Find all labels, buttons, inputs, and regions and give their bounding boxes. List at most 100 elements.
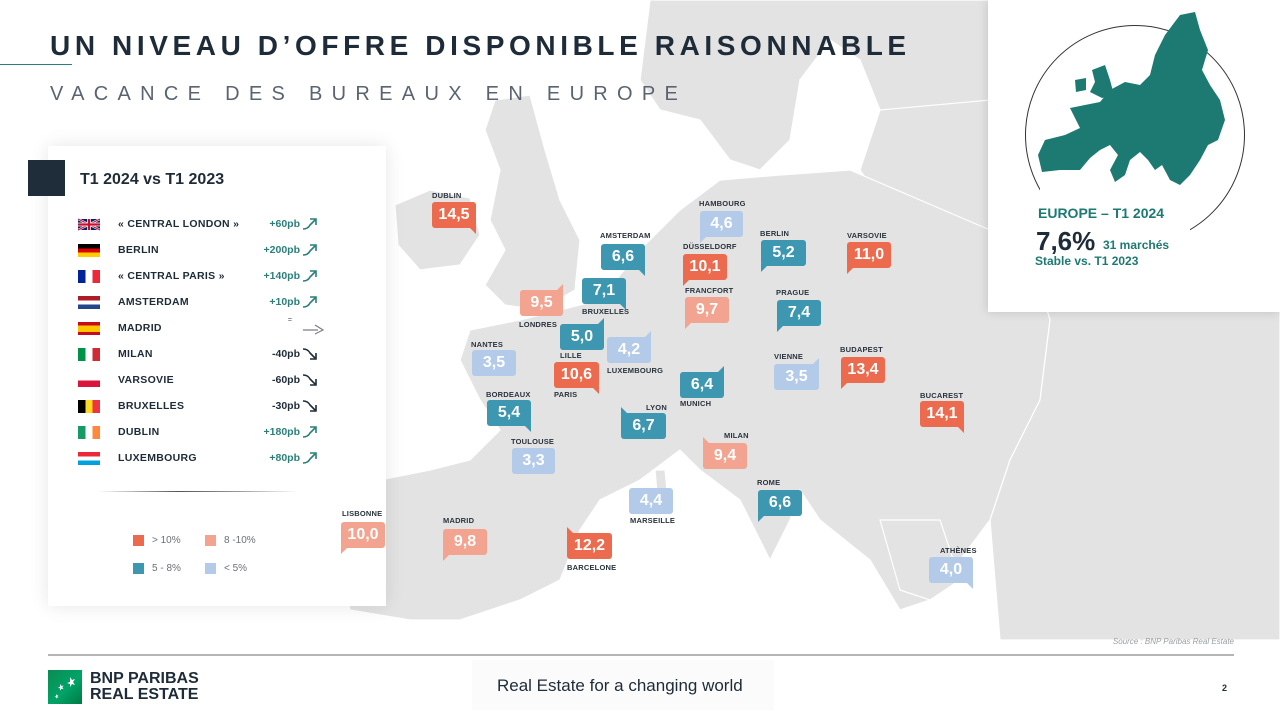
vacancy-marker[interactable]: 10,0 [341,522,385,554]
change-city: LUXEMBOURG [118,452,197,464]
marker-label: LISBONNE [342,509,383,518]
change-row: AMSTERDAM +10pb [78,289,318,315]
vacancy-marker[interactable]: 3,5 [472,350,516,376]
legend-label: 8 -10% [224,535,256,546]
change-city: « CENTRAL LONDON » [118,218,240,230]
change-delta: +60pb [269,218,300,230]
marker-label: DÜSSELDORF [683,242,737,251]
vacancy-marker[interactable]: 14,1 [920,401,964,433]
marker-label: HAMBOURG [699,199,746,208]
germany-flag-icon [78,243,100,257]
trend-down-icon [302,400,317,412]
change-delta: -40pb [271,348,300,360]
source-note: Source : BNP Paribas Real Estate [1112,637,1234,646]
vacancy-marker[interactable]: 5,2 [761,240,806,272]
change-city: VARSOVIE [118,374,174,386]
vacancy-marker[interactable]: 6,7 [621,407,666,439]
change-city: MILAN [118,348,153,360]
page-number: 2 [1222,683,1228,693]
bnp-paribas-logo: BNP PARIBAS REAL ESTATE [48,670,199,704]
marker-value: 4,4 [629,488,673,514]
marker-label: PARIS [554,390,578,399]
marker-value: 9,8 [443,529,487,555]
poland-flag-icon [78,373,100,387]
marker-value: 7,4 [777,300,821,326]
legend-label: > 10% [152,535,181,546]
marker-value: 6,4 [680,372,724,398]
change-row: MADRID = [78,315,325,341]
marker-value: 10,0 [341,522,385,548]
marker-value: 11,0 [847,242,891,268]
marker-value: 5,0 [560,324,604,350]
vacancy-marker[interactable]: 12,2 [567,527,612,559]
marker-label: BUCAREST [920,391,964,400]
vacancy-marker[interactable]: 5,0 [560,318,604,350]
tagline: Real Estate for a changing world [497,676,743,695]
marker-value: 5,2 [761,240,806,266]
marker-label: LILLE [560,351,582,360]
vacancy-marker[interactable]: 7,1 [582,278,626,310]
legend-item: > 10% [133,535,181,546]
change-city: BERLIN [118,244,159,256]
change-delta: -60pb [271,374,300,386]
vacancy-marker[interactable]: 9,4 [703,437,747,469]
vacancy-marker[interactable]: 9,5 [520,284,563,316]
summary-vacancy-rate: 7,6% [1036,226,1096,256]
vacancy-marker[interactable]: 4,4 [629,488,673,514]
vacancy-marker[interactable]: 4,0 [929,557,973,589]
marker-label: DUBLIN [432,191,462,200]
marker-value: 3,5 [472,350,516,376]
legend-swatch [133,563,144,574]
trend-up-icon [302,270,317,282]
change-city: AMSTERDAM [118,296,189,308]
vacancy-marker[interactable]: 6,4 [680,366,724,398]
marker-label: MADRID [443,516,475,525]
marker-value: 3,5 [774,364,819,390]
legend-label: < 5% [224,563,248,574]
page-subtitle: VACANCE DES BUREAUX EN EUROPE [50,83,688,105]
marker-value: 4,2 [607,337,651,363]
marker-label: FRANCFORT [685,286,734,295]
vacancy-marker[interactable]: 6,6 [601,244,645,276]
change-row: MILAN -40pb [78,341,318,367]
vacancy-marker[interactable]: 9,8 [443,529,487,561]
vacancy-marker[interactable]: 4,6 [700,211,743,243]
summary-market-count: 31 marchés [1103,238,1170,252]
legend-item: 5 - 8% [133,563,181,574]
marker-value: 9,7 [685,297,729,323]
change-delta: -30pb [271,400,300,412]
marker-label: MUNICH [680,399,712,408]
legend-item: 8 -10% [205,535,256,546]
vacancy-marker[interactable]: 10,6 [554,362,599,394]
vacancy-marker[interactable]: 6,6 [758,490,802,522]
luxembourg-flag-icon [78,451,100,465]
trend-down-icon [302,374,317,386]
change-row: VARSOVIE -60pb [78,367,318,393]
vacancy-marker[interactable]: 3,3 [512,448,555,474]
marker-value: 10,1 [683,254,727,280]
marker-value: 10,6 [554,362,599,388]
vacancy-marker[interactable]: 5,4 [487,400,531,432]
card-accent-square [28,160,65,196]
marker-value: 5,4 [487,400,531,426]
ireland-flag-icon [78,425,100,439]
change-row: BRUXELLES -30pb [78,393,318,419]
trend-up-icon [302,452,317,464]
vacancy-marker[interactable]: 10,1 [683,254,727,286]
card-divider [98,491,298,492]
legend-swatch [133,535,144,546]
marker-value: 14,1 [920,401,964,427]
change-city: MADRID [118,322,162,334]
marker-label: LUXEMBOURG [607,366,664,375]
marker-value: 6,7 [621,413,666,439]
vacancy-marker[interactable]: 3,5 [774,358,819,390]
vacancy-marker[interactable]: 7,4 [777,300,821,332]
vacancy-marker[interactable]: 9,7 [685,297,729,329]
comparison-card-title: T1 2024 vs T1 2023 [80,171,225,188]
comparison-card [48,146,386,606]
vacancy-marker[interactable]: 4,2 [607,331,651,363]
vacancy-marker[interactable]: 13,4 [841,357,885,389]
vacancy-marker[interactable]: 14,5 [432,202,476,234]
marker-value: 9,4 [703,443,747,469]
vacancy-marker[interactable]: 11,0 [847,242,891,274]
